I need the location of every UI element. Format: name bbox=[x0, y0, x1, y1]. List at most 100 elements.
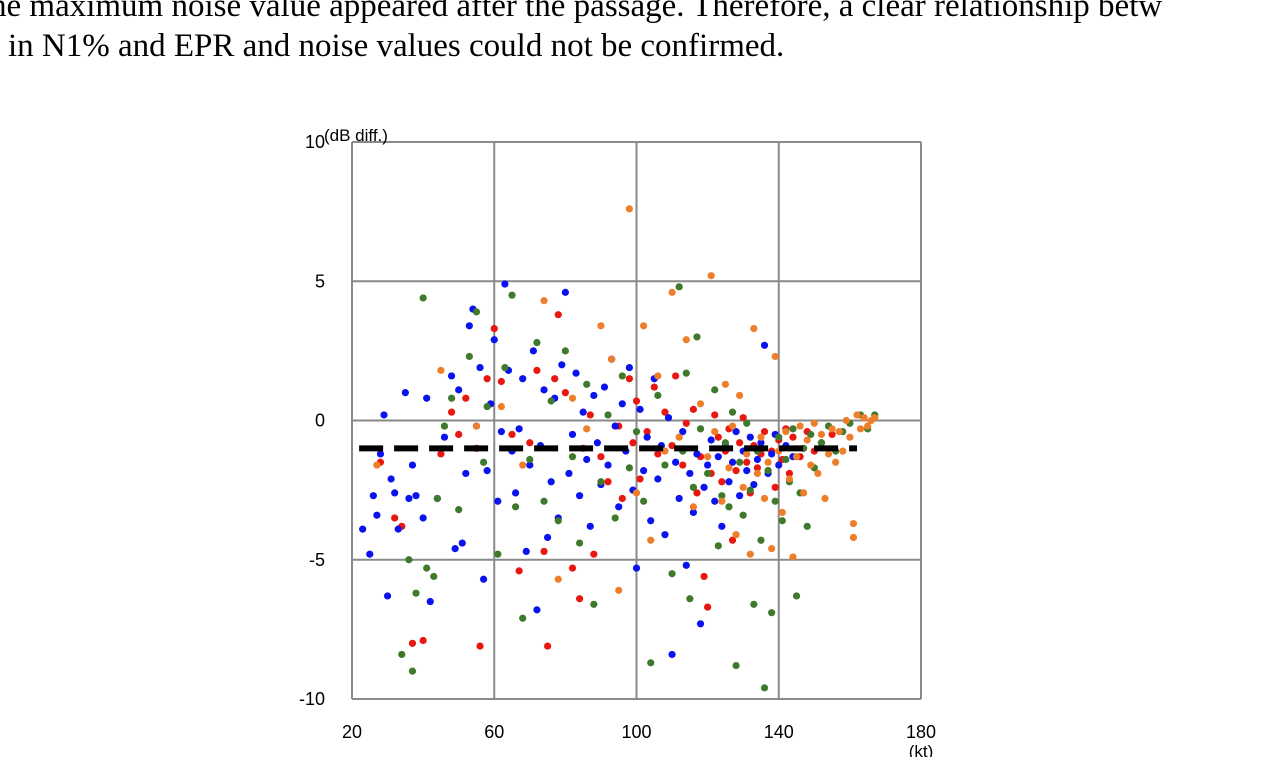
data-point-b787 bbox=[711, 386, 719, 394]
data-point-b777 bbox=[408, 461, 417, 469]
data-point-b767 bbox=[576, 595, 584, 603]
data-point-b787 bbox=[739, 511, 747, 519]
data-point-b767 bbox=[590, 550, 598, 558]
data-point-b777 bbox=[547, 478, 555, 486]
data-point-b777 bbox=[366, 550, 374, 558]
data-point-a320 bbox=[725, 464, 733, 472]
data-point-b767 bbox=[743, 458, 751, 466]
data-point-a320 bbox=[675, 433, 683, 441]
data-point-b787 bbox=[533, 338, 541, 347]
data-point-b787 bbox=[718, 492, 726, 500]
data-point-b767 bbox=[554, 311, 562, 319]
data-point-b787 bbox=[540, 497, 548, 505]
data-point-b787 bbox=[447, 394, 456, 402]
data-point-b787 bbox=[760, 684, 769, 692]
data-point-b767 bbox=[711, 411, 719, 419]
data-point-b767 bbox=[661, 408, 669, 416]
data-point-a320 bbox=[849, 533, 858, 542]
data-point-b777 bbox=[689, 508, 698, 517]
data-point-b787 bbox=[590, 600, 598, 608]
data-point-b767 bbox=[672, 372, 680, 380]
data-point-a320 bbox=[760, 494, 769, 503]
x-tick-label: 20 bbox=[342, 722, 362, 742]
y-tick-label: 0 bbox=[315, 411, 325, 431]
data-point-a320 bbox=[782, 428, 790, 436]
data-point-b787 bbox=[554, 517, 562, 525]
data-point-b777 bbox=[693, 450, 701, 458]
data-point-b787 bbox=[412, 589, 420, 597]
data-point-b767 bbox=[682, 419, 690, 427]
data-point-a320 bbox=[856, 425, 865, 433]
data-point-b777 bbox=[515, 425, 523, 433]
body-text-line-2: in N1% and EPR and noise values could no… bbox=[8, 28, 785, 64]
data-point-b787 bbox=[568, 453, 577, 461]
data-point-b767 bbox=[597, 453, 605, 461]
data-point-b787 bbox=[803, 522, 811, 530]
data-point-b767 bbox=[668, 441, 676, 450]
data-point-b787 bbox=[419, 294, 427, 302]
data-point-b787 bbox=[743, 419, 751, 427]
data-point-b787 bbox=[746, 486, 754, 494]
x-tick-label: 60 bbox=[484, 722, 504, 742]
data-point-b787 bbox=[728, 408, 737, 416]
data-point-a320 bbox=[778, 508, 786, 517]
data-point-b777 bbox=[451, 545, 459, 553]
data-point-b777 bbox=[558, 361, 566, 369]
data-point-b787 bbox=[472, 308, 481, 316]
data-point-b777 bbox=[501, 280, 509, 288]
data-point-b777 bbox=[440, 433, 449, 441]
data-point-b767 bbox=[714, 433, 722, 441]
data-point-a320 bbox=[785, 475, 794, 483]
data-point-b767 bbox=[785, 469, 794, 478]
data-point-a320 bbox=[750, 324, 758, 333]
data-point-b767 bbox=[437, 450, 445, 458]
data-point-a320 bbox=[736, 391, 744, 400]
data-point-b787 bbox=[817, 439, 826, 447]
data-point-b777 bbox=[736, 492, 744, 500]
data-point-a320 bbox=[849, 519, 858, 528]
data-point-b767 bbox=[462, 394, 470, 402]
data-point-b777 bbox=[561, 288, 569, 296]
data-point-b767 bbox=[739, 414, 747, 422]
data-point-b777 bbox=[625, 363, 633, 372]
data-point-a320 bbox=[800, 489, 808, 497]
data-point-b777 bbox=[458, 539, 466, 547]
data-point-a320 bbox=[373, 461, 381, 469]
data-point-b767 bbox=[483, 375, 491, 383]
data-point-a320 bbox=[824, 450, 833, 458]
data-point-b767 bbox=[736, 439, 744, 447]
data-point-b787 bbox=[789, 425, 797, 433]
data-point-a320 bbox=[821, 494, 829, 503]
data-point-a320 bbox=[689, 503, 698, 511]
data-point-b787 bbox=[576, 539, 584, 547]
data-point-b767 bbox=[704, 603, 712, 611]
data-point-a320 bbox=[696, 400, 705, 408]
data-point-b787 bbox=[483, 402, 491, 411]
data-point-b777 bbox=[682, 561, 690, 569]
data-point-b787 bbox=[732, 661, 740, 670]
data-point-b777 bbox=[728, 458, 737, 466]
data-point-b777 bbox=[672, 458, 680, 466]
data-point-b777 bbox=[526, 461, 534, 469]
data-point-b787 bbox=[675, 283, 683, 291]
data-point-b777 bbox=[490, 336, 498, 344]
data-point-a320 bbox=[540, 297, 548, 305]
data-point-b777 bbox=[579, 408, 587, 416]
data-point-b767 bbox=[497, 377, 505, 386]
data-point-b777 bbox=[611, 422, 619, 430]
data-point-b787 bbox=[433, 494, 441, 503]
y-tick-label: 10 bbox=[305, 132, 325, 152]
data-point-a320 bbox=[817, 430, 826, 439]
data-point-b787 bbox=[704, 469, 712, 478]
data-point-a320 bbox=[768, 545, 776, 553]
data-point-b777 bbox=[476, 363, 484, 372]
data-point-b777 bbox=[511, 489, 520, 497]
data-point-a320 bbox=[632, 489, 641, 497]
data-point-b777 bbox=[615, 503, 623, 511]
data-point-b767 bbox=[625, 375, 633, 383]
data-point-a320 bbox=[753, 469, 762, 478]
data-point-b777 bbox=[661, 531, 669, 539]
data-point-b777 bbox=[380, 411, 388, 419]
data-point-b767 bbox=[526, 439, 534, 447]
data-point-b777 bbox=[640, 467, 648, 475]
